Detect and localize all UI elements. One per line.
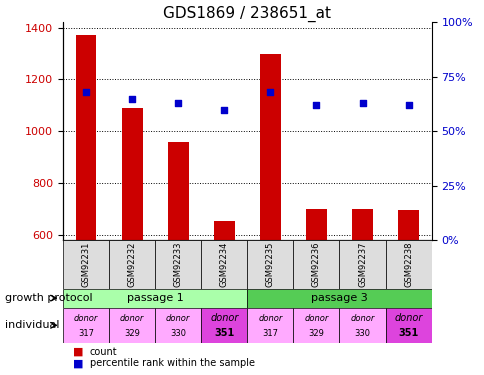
Bar bbox=[305, 209, 326, 240]
Bar bbox=[63, 240, 109, 289]
Point bbox=[128, 96, 136, 102]
Text: 351: 351 bbox=[398, 328, 418, 338]
Bar bbox=[339, 240, 385, 289]
Bar bbox=[63, 289, 247, 308]
Text: GSM92234: GSM92234 bbox=[219, 242, 228, 287]
Bar bbox=[76, 36, 96, 240]
Bar bbox=[109, 240, 155, 289]
Text: growth protocol: growth protocol bbox=[5, 293, 92, 303]
Bar bbox=[247, 308, 293, 343]
Text: 329: 329 bbox=[308, 328, 324, 338]
Bar bbox=[293, 308, 339, 343]
Text: GSM92231: GSM92231 bbox=[81, 242, 91, 287]
Bar bbox=[201, 308, 247, 343]
Point bbox=[174, 100, 182, 106]
Text: GSM92238: GSM92238 bbox=[403, 242, 412, 287]
Text: donor: donor bbox=[74, 314, 98, 322]
Point bbox=[82, 89, 90, 95]
Point bbox=[266, 89, 273, 95]
Text: 329: 329 bbox=[124, 328, 140, 338]
Text: donor: donor bbox=[349, 314, 374, 322]
Text: donor: donor bbox=[393, 313, 422, 323]
Text: 330: 330 bbox=[354, 328, 370, 338]
Text: GSM92232: GSM92232 bbox=[127, 242, 136, 287]
Bar bbox=[247, 289, 431, 308]
Point bbox=[220, 106, 227, 112]
Point bbox=[358, 100, 365, 106]
Text: GSM92236: GSM92236 bbox=[311, 242, 320, 287]
Text: GSM92237: GSM92237 bbox=[357, 242, 366, 287]
Text: passage 1: passage 1 bbox=[126, 293, 183, 303]
Bar bbox=[155, 240, 201, 289]
Bar bbox=[397, 210, 418, 240]
Bar bbox=[109, 308, 155, 343]
Bar bbox=[213, 220, 234, 240]
Text: 330: 330 bbox=[170, 328, 186, 338]
Title: GDS1869 / 238651_at: GDS1869 / 238651_at bbox=[163, 6, 331, 22]
Text: 317: 317 bbox=[78, 328, 94, 338]
Bar bbox=[339, 308, 385, 343]
Bar bbox=[351, 209, 372, 240]
Point bbox=[404, 102, 411, 108]
Text: percentile rank within the sample: percentile rank within the sample bbox=[90, 358, 254, 368]
Bar bbox=[293, 240, 339, 289]
Text: count: count bbox=[90, 346, 117, 357]
Bar bbox=[385, 308, 431, 343]
Bar bbox=[167, 142, 188, 240]
Text: ■: ■ bbox=[73, 346, 83, 357]
Text: 351: 351 bbox=[214, 328, 234, 338]
Bar bbox=[385, 240, 431, 289]
Bar bbox=[247, 240, 293, 289]
Text: 317: 317 bbox=[262, 328, 278, 338]
Bar bbox=[201, 240, 247, 289]
Text: donor: donor bbox=[303, 314, 328, 322]
Bar bbox=[121, 108, 142, 240]
Bar bbox=[155, 308, 201, 343]
Text: donor: donor bbox=[120, 314, 144, 322]
Text: ■: ■ bbox=[73, 358, 83, 368]
Point bbox=[312, 102, 319, 108]
Text: donor: donor bbox=[166, 314, 190, 322]
Text: passage 3: passage 3 bbox=[310, 293, 367, 303]
Text: GSM92235: GSM92235 bbox=[265, 242, 274, 287]
Text: individual: individual bbox=[5, 320, 59, 330]
Text: donor: donor bbox=[210, 313, 238, 323]
Text: GSM92233: GSM92233 bbox=[173, 242, 182, 287]
Text: donor: donor bbox=[257, 314, 282, 322]
Bar bbox=[259, 54, 280, 240]
Bar bbox=[63, 308, 109, 343]
